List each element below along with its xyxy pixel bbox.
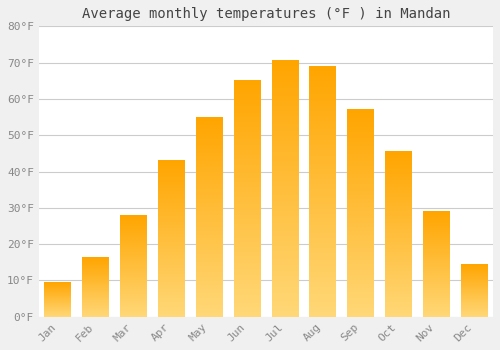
Title: Average monthly temperatures (°F ) in Mandan: Average monthly temperatures (°F ) in Ma… [82,7,450,21]
